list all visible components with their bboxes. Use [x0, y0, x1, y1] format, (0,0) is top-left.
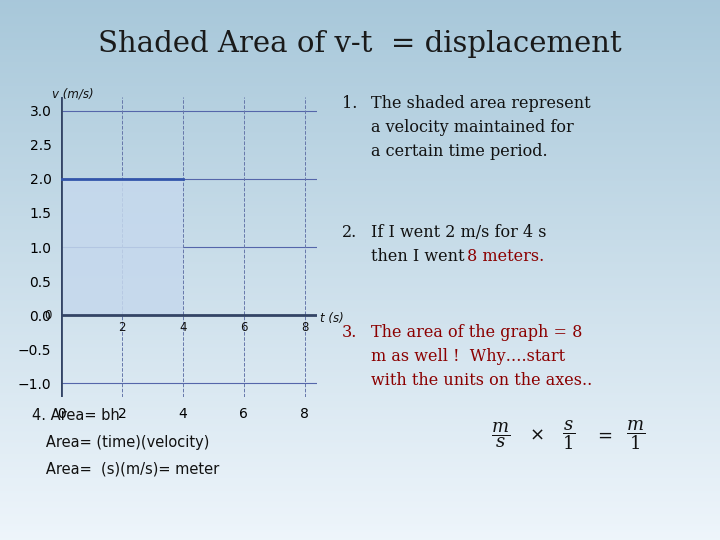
Text: $\dfrac{s}{1}$: $\dfrac{s}{1}$ — [562, 418, 575, 451]
Text: $\dfrac{m}{1}$: $\dfrac{m}{1}$ — [626, 418, 644, 451]
Text: 2: 2 — [118, 321, 126, 334]
Text: then I went: then I went — [371, 248, 469, 265]
Text: $=$: $=$ — [594, 426, 613, 444]
Text: The area of the graph = 8
m as well !  Why….start
with the units on the axes..: The area of the graph = 8 m as well ! Wh… — [371, 324, 592, 389]
Text: 8: 8 — [301, 321, 308, 334]
Text: 2.: 2. — [342, 224, 357, 241]
Text: 6: 6 — [240, 321, 248, 334]
Text: v (m/s): v (m/s) — [52, 87, 94, 100]
Text: 4. Area= bh: 4. Area= bh — [32, 408, 120, 423]
Text: $\dfrac{m}{s}$: $\dfrac{m}{s}$ — [491, 420, 510, 449]
Text: Area= (time)(velocity): Area= (time)(velocity) — [32, 435, 210, 450]
Bar — [61, 179, 183, 315]
Text: Shaded Area of v-t  = displacement: Shaded Area of v-t = displacement — [98, 30, 622, 58]
Text: If I went 2 m/s for 4 s: If I went 2 m/s for 4 s — [371, 224, 546, 241]
Text: t (s): t (s) — [320, 312, 343, 325]
Text: Area=  (s)(m/s)= meter: Area= (s)(m/s)= meter — [32, 462, 220, 477]
Text: $\times$: $\times$ — [529, 426, 544, 444]
Text: 0: 0 — [45, 309, 52, 322]
Text: The shaded area represent
a velocity maintained for
a certain time period.: The shaded area represent a velocity mai… — [371, 94, 590, 160]
Text: 3.: 3. — [342, 324, 357, 341]
Text: 1.: 1. — [342, 94, 357, 111]
Text: 4: 4 — [179, 321, 186, 334]
Text: 8 meters.: 8 meters. — [467, 248, 544, 265]
